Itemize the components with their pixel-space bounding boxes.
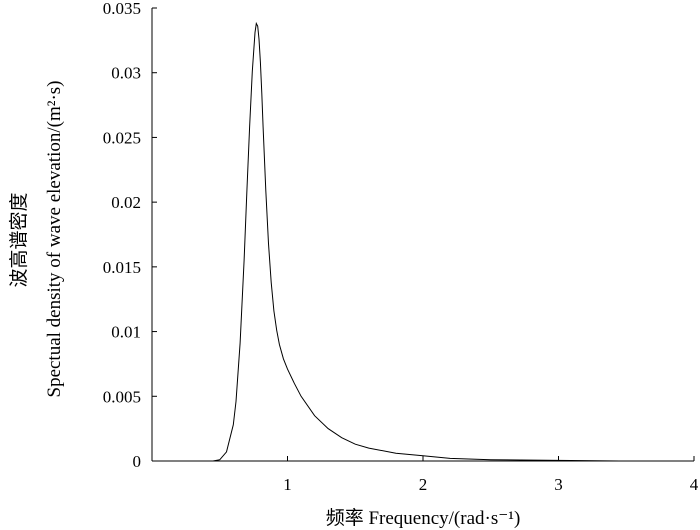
x-tick-label: 2 <box>419 475 428 494</box>
y-axis-title-en: Spectual density of wave elevation/(m²·s… <box>44 81 65 398</box>
spectrum-curve <box>212 21 620 462</box>
x-axis-title: 频率 Frequency/(rad·s⁻¹) <box>326 507 521 529</box>
axes <box>151 8 694 462</box>
y-tick-label: 0 <box>133 452 142 471</box>
y-tick-label: 0.01 <box>111 323 141 342</box>
y-tick-label: 0.025 <box>103 128 141 147</box>
x-tick-label: 4 <box>690 475 699 494</box>
y-tick-label: 0.015 <box>103 258 141 277</box>
y-tick-label: 0.02 <box>111 193 141 212</box>
y-tick-label: 0.03 <box>111 64 141 83</box>
x-tick-label: 3 <box>554 475 563 494</box>
plot-area <box>212 21 620 462</box>
y-tick-label: 0.035 <box>103 0 141 18</box>
y-tick-label: 0.005 <box>103 387 141 406</box>
y-axis-title-cn: 波高谱密度 <box>8 192 30 287</box>
ticks: 0 0.005 0.01 0.015 0.02 0.025 0.03 0.035 1 2 3 4 <box>103 0 699 494</box>
x-tick-label: 1 <box>283 475 292 494</box>
